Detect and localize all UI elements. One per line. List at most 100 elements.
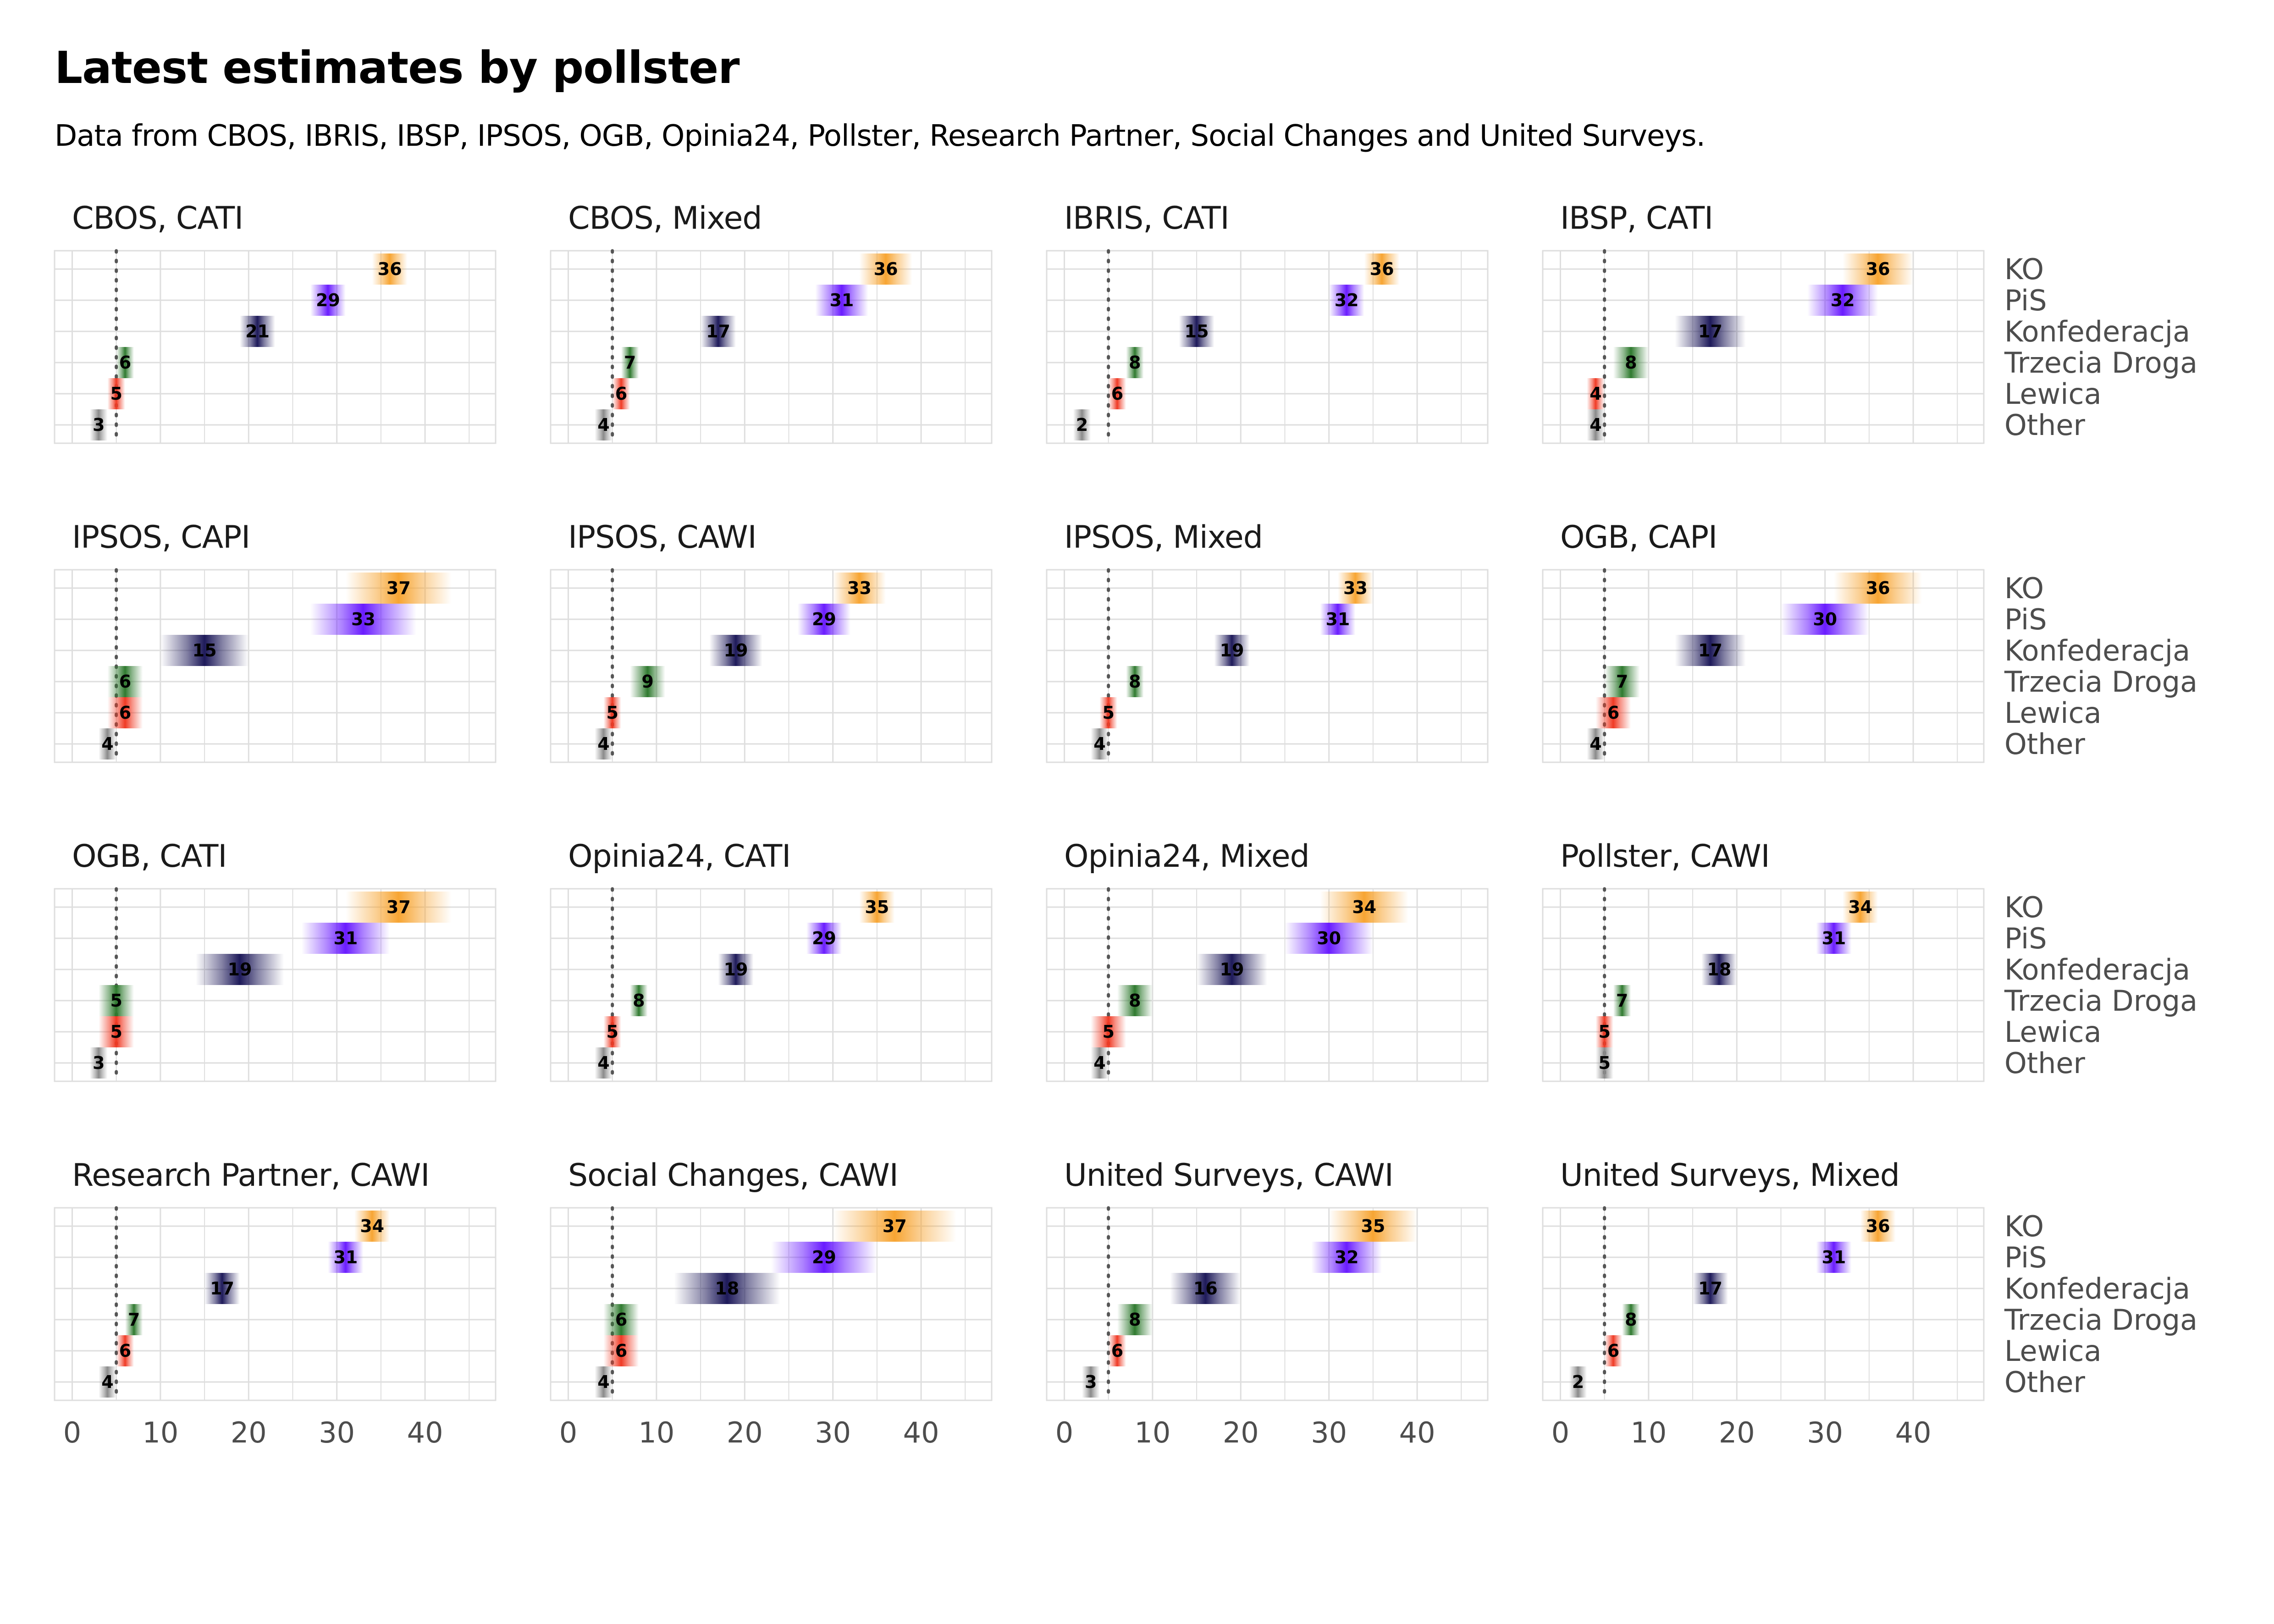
- value-label-ko: 36: [1370, 259, 1394, 279]
- bar-trzecia-droga: [1126, 347, 1144, 378]
- panel-frame: [54, 250, 497, 444]
- value-label-konfederacja: 18: [715, 1278, 739, 1299]
- value-label-konfederacja: 19: [228, 959, 252, 980]
- bar-lewica: [107, 697, 143, 728]
- y-label-lewica: Lewica: [2004, 1334, 2102, 1368]
- bar-ko: [1843, 253, 1914, 285]
- panel-title: OGB, CATI: [72, 838, 226, 875]
- bar-pis: [1285, 923, 1373, 954]
- bar-ko: [1329, 1211, 1418, 1242]
- value-label-other: 4: [597, 1053, 609, 1073]
- bar-konfederacja: [160, 635, 249, 666]
- value-label-other: 4: [597, 415, 609, 435]
- value-label-lewica: 6: [119, 1341, 131, 1361]
- bar-lewica: [116, 1335, 134, 1366]
- bar-konfederacja: [1214, 635, 1250, 666]
- value-label-ko: 37: [386, 578, 411, 598]
- panel-ibris-cati: IBRIS, CATI 36 32 15 86 2: [1046, 200, 1489, 445]
- bar-ko: [1337, 573, 1373, 604]
- y-label-lewica: Lewica: [2004, 1015, 2102, 1049]
- y-label-trzecia-droga: Trzecia Droga: [2004, 346, 2197, 380]
- value-label-pis: 32: [1831, 290, 1855, 310]
- value-label-ko: 36: [1866, 578, 1890, 598]
- value-label-trzecia-droga: 9: [641, 672, 653, 692]
- bar-trzecia-droga: [107, 666, 143, 697]
- y-label-trzecia-droga: Trzecia Droga: [2004, 984, 2197, 1018]
- value-label-lewica: 4: [1590, 384, 1601, 404]
- bar-trzecia-droga: [1117, 985, 1153, 1016]
- value-label-ko: 33: [1343, 578, 1368, 598]
- bar-lewica: [612, 378, 630, 409]
- value-label-pis: 31: [1821, 928, 1846, 948]
- bar-pis: [1311, 1242, 1382, 1273]
- value-label-lewica: 5: [110, 384, 122, 404]
- bar-pis: [1320, 604, 1356, 635]
- bar-pis: [1781, 604, 1869, 635]
- bar-ko: [1843, 892, 1878, 923]
- value-label-konfederacja: 18: [1707, 959, 1731, 980]
- panel-frame: [550, 888, 993, 1082]
- value-label-pis: 29: [316, 290, 340, 310]
- panel-frame: [1046, 1207, 1489, 1401]
- bar-pis: [310, 285, 346, 316]
- bar-pis: [1329, 285, 1364, 316]
- value-label-ko: 37: [386, 897, 411, 917]
- bar-other: [1073, 409, 1091, 440]
- value-label-ko: 34: [1352, 897, 1376, 917]
- bar-trzecia-droga: [1613, 347, 1649, 378]
- x-tick-label: 30: [815, 1416, 851, 1449]
- value-label-ko: 35: [865, 897, 889, 917]
- bar-trzecia-droga: [116, 347, 134, 378]
- value-label-lewica: 5: [1102, 703, 1114, 723]
- bar-lewica: [1108, 1335, 1126, 1366]
- value-label-trzecia-droga: 7: [624, 352, 636, 373]
- y-label-ko: KO: [2004, 1210, 2044, 1243]
- y-label-trzecia-droga: Trzecia Droga: [2004, 665, 2197, 699]
- bar-ko: [345, 892, 452, 923]
- panel-title: IBRIS, CATI: [1064, 200, 1229, 237]
- value-label-lewica: 5: [606, 703, 618, 723]
- panel-frame: [1542, 1207, 1985, 1401]
- value-label-konfederacja: 21: [245, 321, 270, 341]
- value-label-pis: 31: [333, 1247, 358, 1267]
- value-label-ko: 36: [1866, 259, 1890, 279]
- x-tick-label: 40: [407, 1416, 443, 1449]
- value-label-other: 4: [1590, 415, 1601, 435]
- bar-other: [89, 409, 108, 440]
- y-label-lewica: Lewica: [2004, 696, 2102, 730]
- panel-opinia24-mixed: Opinia24, Mixed 34 30 19 85 4: [1046, 838, 1489, 1083]
- bar-lewica: [1099, 697, 1117, 728]
- x-tick-label: 0: [1055, 1416, 1073, 1449]
- value-label-other: 5: [1598, 1053, 1610, 1073]
- value-label-pis: 29: [812, 1247, 836, 1267]
- panel-title: United Surveys, Mixed: [1560, 1157, 1899, 1194]
- panel-cbos-cati: CBOS, CATI 36 29 21 6 53: [54, 200, 497, 445]
- bar-trzecia-droga: [1117, 1304, 1153, 1335]
- y-label-ko: KO: [2004, 891, 2044, 924]
- bar-konfederacja: [1170, 1273, 1241, 1304]
- x-tick-label: 20: [1719, 1416, 1755, 1449]
- bar-other: [1091, 1047, 1109, 1079]
- panel-frame: [1542, 250, 1985, 444]
- value-label-trzecia-droga: 6: [615, 1310, 627, 1330]
- bar-ko: [833, 1211, 957, 1242]
- value-label-trzecia-droga: 7: [128, 1310, 140, 1330]
- panel-frame: [1046, 250, 1489, 444]
- value-label-ko: 33: [847, 578, 872, 598]
- y-label-other: Other: [2004, 727, 2086, 761]
- value-label-other: 4: [597, 1372, 609, 1392]
- value-label-other: 3: [93, 1053, 105, 1073]
- bar-ko: [833, 573, 886, 604]
- x-tick-label: 10: [638, 1416, 674, 1449]
- bar-pis: [771, 1242, 877, 1273]
- value-label-konfederacja: 17: [1698, 321, 1722, 341]
- bar-other: [89, 1047, 108, 1079]
- panel-title: Research Partner, CAWI: [72, 1157, 429, 1194]
- value-label-lewica: 6: [1607, 703, 1619, 723]
- bar-lewica: [603, 1335, 639, 1366]
- x-tick-label: 10: [1134, 1416, 1170, 1449]
- panel-title: Pollster, CAWI: [1560, 838, 1770, 875]
- bar-trzecia-droga: [99, 985, 134, 1016]
